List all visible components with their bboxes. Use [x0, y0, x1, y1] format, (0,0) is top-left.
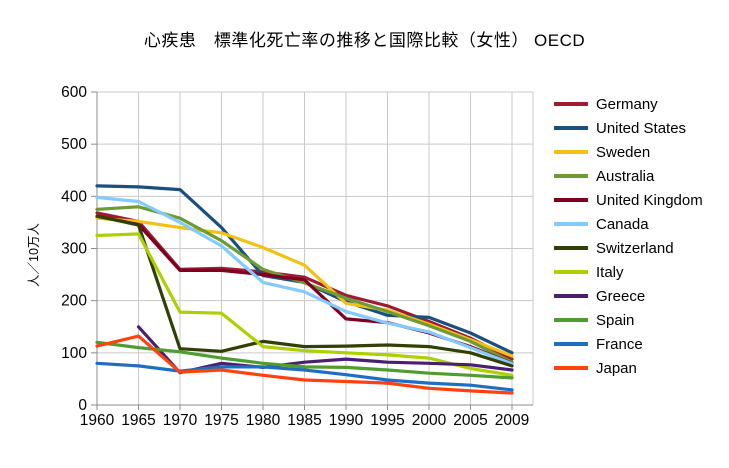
legend-item: Canada [554, 212, 703, 236]
x-tick-label: 2005 [453, 412, 487, 429]
legend-item: Australia [554, 164, 703, 188]
legend-item: France [554, 332, 703, 356]
x-tick-label: 1975 [204, 412, 238, 429]
legend-item: Italy [554, 260, 703, 284]
legend-swatch [554, 246, 588, 250]
legend-swatch [554, 270, 588, 274]
x-tick-label: 1985 [287, 412, 321, 429]
x-tick-label: 1965 [121, 412, 155, 429]
series-line-italy [95, 232, 514, 377]
x-tick-label: 2009 [495, 412, 529, 429]
series-line-canada [95, 195, 514, 366]
legend-swatch [554, 342, 588, 346]
legend-label: Japan [596, 359, 637, 377]
legend-item: Japan [554, 356, 703, 380]
series-line-spain [95, 340, 514, 380]
legend-label: Canada [596, 215, 649, 233]
legend-swatch [554, 318, 588, 322]
legend-label: United States [596, 119, 687, 137]
legend-swatch [554, 366, 588, 370]
legend-label: Italy [596, 263, 624, 281]
legend-label: Sweden [596, 143, 651, 161]
legend-swatch [554, 150, 588, 154]
x-tick-label: 1960 [80, 412, 115, 429]
legend-label: United Kingdom [596, 191, 703, 209]
legend-swatch [554, 126, 588, 130]
y-tick-label: 400 [61, 188, 87, 205]
legend-label: France [596, 335, 643, 353]
y-tick-label: 200 [61, 293, 87, 310]
legend-item: Switzerland [554, 236, 703, 260]
x-tick-label: 1995 [370, 412, 404, 429]
y-tick-label: 100 [61, 345, 87, 362]
series-line-france [95, 361, 514, 392]
legend-swatch [554, 102, 588, 106]
legend-swatch [554, 222, 588, 226]
legend-label: Greece [596, 287, 646, 305]
chart-legend: Germany United States Sweden Australia Unite… [554, 92, 703, 380]
y-axis-title: 人／10万人 [27, 223, 41, 287]
series-line-japan [95, 334, 514, 395]
y-tick-label: 600 [61, 84, 87, 101]
legend-item: Spain [554, 308, 703, 332]
y-tick-label: 0 [78, 397, 87, 414]
legend-item: United States [554, 116, 703, 140]
x-tick-label: 1970 [163, 412, 198, 429]
x-tick-label: 1990 [329, 412, 364, 429]
legend-item: Germany [554, 92, 703, 116]
legend-item: United Kingdom [554, 188, 703, 212]
series-line-switzerland [95, 214, 514, 368]
legend-label: Spain [596, 311, 635, 329]
legend-label: Germany [596, 95, 658, 113]
chart-title: 心疾患 標準化死亡率の推移と国際比較（女性） OECD [143, 31, 586, 50]
legend-item: Greece [554, 284, 703, 308]
y-tick-label: 300 [61, 241, 87, 258]
legend-label: Australia [596, 167, 655, 185]
legend-label: Switzerland [596, 239, 674, 257]
y-tick-label: 500 [61, 136, 87, 153]
x-tick-label: 2000 [412, 412, 447, 429]
legend-swatch [554, 174, 588, 178]
x-tick-label: 1980 [246, 412, 281, 429]
legend-swatch [554, 294, 588, 298]
legend-swatch [554, 198, 588, 202]
legend-item: Sweden [554, 140, 703, 164]
